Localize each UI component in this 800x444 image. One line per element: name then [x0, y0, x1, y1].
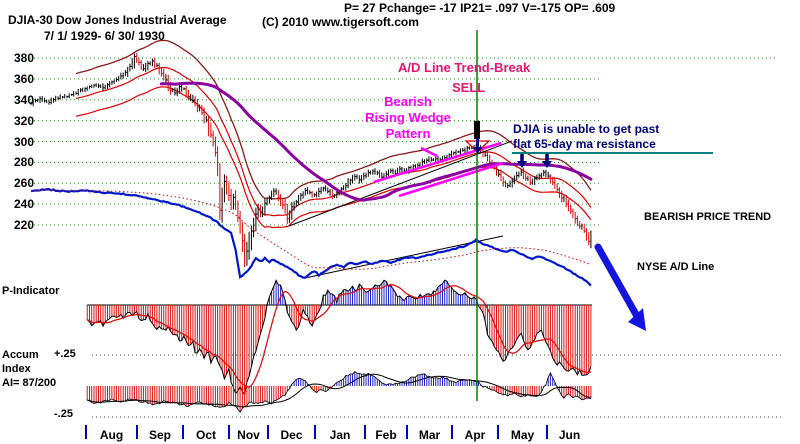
down-trend-arrow-icon: [594, 243, 642, 322]
p-indicator-signal: [86, 284, 592, 389]
wedge-text-line2: Rising Wedge: [365, 110, 451, 125]
annotation-sell: SELL: [452, 80, 486, 95]
price-tick-label-380: 380: [13, 51, 34, 65]
ma-slow-line: [159, 81, 593, 202]
price-tick-label-240: 240: [13, 197, 34, 212]
annotation-resistance-line2: flat 65-day ma resistance: [513, 137, 656, 151]
chart-title: DJIA-30 Dow Jones Industrial Average: [8, 13, 227, 27]
month-axis: [85, 425, 548, 439]
sell-marker: [464, 121, 491, 154]
p-indicator-envelope: [86, 279, 592, 396]
price-tick-label-340: 340: [13, 92, 34, 107]
month-label-oct: Oct: [195, 428, 217, 442]
accum-axis-plus25-label: +.25: [54, 348, 76, 360]
month-label-jan: Jan: [329, 428, 351, 442]
annotation-bearish-price-trend: BEARISH PRICE TREND: [644, 211, 772, 223]
price-bars: [30, 53, 592, 268]
ad-ma-dotted: [30, 189, 592, 270]
annotation-nyse-ad-line: NYSE A/D Line: [637, 261, 715, 273]
accum-index-panel-label-2: Index: [2, 363, 31, 375]
price-tick-label-280: 280: [13, 155, 34, 170]
price-trendline: [288, 140, 513, 227]
p-indicator-bars: [86, 280, 592, 395]
ad-line: [30, 187, 592, 287]
month-label-apr: Apr: [464, 428, 486, 442]
trend-arrow: [594, 243, 646, 331]
accum-axis-minus25-label: -.25: [54, 408, 73, 420]
price-tick-label-260: 260: [13, 176, 34, 191]
annotation-ad-trend-break: A/D Line Trend-Break: [398, 60, 531, 75]
accum-envelope: [87, 371, 592, 414]
price-tick-label-360: 360: [13, 71, 34, 86]
accum-index-panel-label-1: Accum: [2, 349, 39, 361]
month-label-sep: Sep: [148, 428, 172, 442]
sell-marker-box: [474, 121, 480, 139]
accum-index-value-label: AI= 87/200: [2, 377, 57, 389]
date-range: 7/ 1/ 1929- 6/ 30/ 1930: [44, 29, 165, 43]
resistance-arrows: [517, 153, 552, 168]
resistance-underline: [512, 152, 713, 154]
month-label-feb: Feb: [375, 428, 397, 442]
month-label-may: May: [510, 428, 535, 442]
indicator-stats-readout: P= 27 Pchange= -17 IP21= .097 V=-175 OP=…: [344, 1, 616, 15]
month-label-mar: Mar: [418, 428, 441, 442]
price-tick-label-320: 320: [13, 113, 34, 128]
month-label-jun: Jun: [558, 428, 581, 442]
month-label-aug: Aug: [99, 428, 124, 442]
trendlines: [288, 140, 513, 279]
copyright-notice: (C) 2010 www.tigersoft.com: [262, 15, 419, 29]
price-tick-label-300: 300: [13, 134, 34, 149]
annotation-rising-wedge: Bearish Rising Wedge Pattern: [352, 94, 464, 142]
month-label-dec: Dec: [280, 428, 303, 442]
wedge-text-line1: Bearish: [384, 94, 432, 109]
price-tick-label-220: 220: [13, 218, 34, 232]
p-indicator-panel-label: P-Indicator: [2, 285, 60, 297]
annotation-resistance-line1: DJIA is unable to get past: [513, 122, 660, 136]
month-label-nov: Nov: [237, 428, 260, 442]
accum-bars: [86, 371, 592, 413]
accum-signal: [87, 373, 591, 408]
wedge-text-line3: Pattern: [385, 126, 431, 141]
